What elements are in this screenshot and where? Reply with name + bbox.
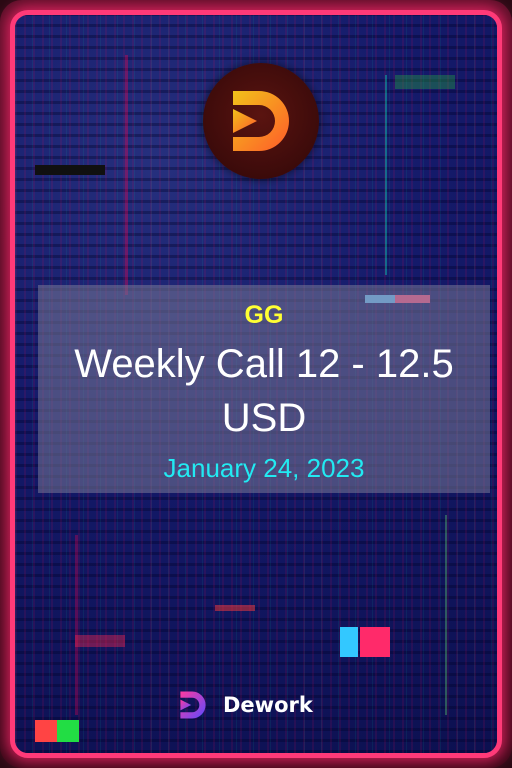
- card-frame: GG Weekly Call 12 - 12.5 USD January 24,…: [10, 10, 502, 758]
- dework-small-logo-icon: [180, 691, 206, 719]
- dework-logo-icon: [233, 91, 289, 151]
- brand-name: Dework: [223, 693, 313, 717]
- task-banner: GG Weekly Call 12 - 12.5 USD January 24,…: [38, 285, 490, 493]
- token-label: GG: [244, 301, 284, 329]
- footer-brand: Dework: [175, 685, 313, 725]
- dework-logo-badge: [203, 63, 319, 179]
- task-date: January 24, 2023: [163, 453, 365, 483]
- task-title: Weekly Call 12 - 12.5 USD: [74, 342, 454, 440]
